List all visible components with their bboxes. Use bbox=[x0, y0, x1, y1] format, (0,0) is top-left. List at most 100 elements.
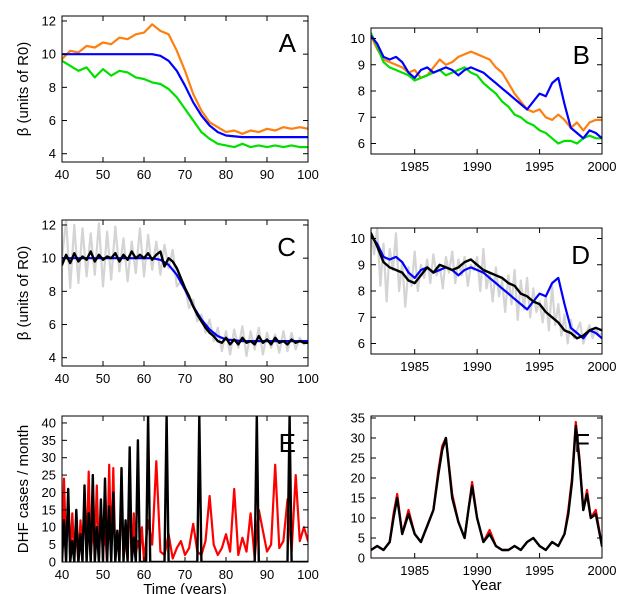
x-tick-label: 70 bbox=[178, 167, 192, 182]
y-tick-label: 9 bbox=[358, 257, 365, 272]
y-tick-label: 0 bbox=[358, 551, 365, 566]
x-tick-label: 100 bbox=[297, 167, 319, 182]
panel-f: 1985 1990 1995 2000 0 5 10 15 20 25 30 35 F Year bbox=[351, 411, 617, 594]
panel-letter: B bbox=[573, 40, 590, 70]
panel-letter: C bbox=[277, 232, 296, 262]
x-tick-label: 40 bbox=[55, 567, 69, 582]
series-line-green bbox=[371, 32, 602, 145]
x-tick-label: 50 bbox=[96, 167, 110, 182]
panel-letter: E bbox=[279, 428, 296, 458]
x-tick-label: 1990 bbox=[463, 159, 492, 174]
x-axis-label: Time (years) bbox=[143, 581, 227, 594]
y-tick-label: 30 bbox=[42, 450, 56, 465]
y-tick-label: 35 bbox=[351, 411, 365, 426]
x-tick-label: 60 bbox=[137, 567, 151, 582]
plot-area bbox=[371, 228, 602, 345]
x-tick-label: 1990 bbox=[463, 359, 492, 374]
x-tick-label: 50 bbox=[96, 371, 110, 386]
x-tick-label: 2000 bbox=[588, 159, 617, 174]
panel-c: 40 50 60 70 80 90 100 4 6 8 10 12 Cβ (units of R0) bbox=[15, 217, 319, 386]
series-line-red bbox=[62, 460, 308, 562]
y-axis-label: β (units of R0) bbox=[15, 246, 32, 341]
y-tick-label: 20 bbox=[351, 471, 365, 486]
panel-letter: D bbox=[571, 240, 590, 270]
x-tick-label: 1985 bbox=[400, 359, 429, 374]
series-line-blue bbox=[371, 34, 602, 140]
x-axis-label: Year bbox=[471, 577, 501, 594]
panel-a: 40 50 60 70 80 90 100 4 6 8 10 12 Aβ (units of R0) bbox=[15, 13, 319, 182]
series-line-green bbox=[62, 59, 308, 149]
x-tick-label: 1985 bbox=[400, 563, 429, 578]
series-line-black bbox=[371, 424, 602, 552]
series-line-black bbox=[62, 250, 308, 346]
y-tick-label: 8 bbox=[358, 284, 365, 299]
x-tick-label: 1995 bbox=[525, 159, 554, 174]
y-tick-label: 8 bbox=[49, 80, 56, 95]
x-tick-label: 60 bbox=[137, 371, 151, 386]
x-tick-label: 1990 bbox=[463, 563, 492, 578]
panel-b: 1985 1990 1995 2000 6 7 8 9 10 B bbox=[351, 27, 617, 174]
panel-letter: A bbox=[279, 28, 297, 58]
x-tick-label: 2000 bbox=[588, 563, 617, 578]
y-axis-label: DHF cases / month bbox=[15, 425, 32, 553]
x-tick-label: 80 bbox=[219, 371, 233, 386]
y-tick-label: 5 bbox=[49, 537, 56, 552]
y-tick-label: 10 bbox=[351, 511, 365, 526]
plot-area bbox=[62, 416, 308, 562]
x-tick-label: 1995 bbox=[525, 359, 554, 374]
series-line-orange bbox=[62, 23, 308, 135]
y-tick-label: 40 bbox=[42, 415, 56, 430]
x-tick-label: 90 bbox=[260, 371, 274, 386]
y-tick-label: 6 bbox=[49, 317, 56, 332]
x-tick-label: 80 bbox=[219, 167, 233, 182]
y-tick-label: 10 bbox=[351, 231, 365, 246]
y-tick-label: 6 bbox=[358, 336, 365, 351]
y-tick-label: 4 bbox=[49, 146, 56, 161]
plot-area bbox=[62, 220, 308, 358]
y-tick-label: 8 bbox=[358, 84, 365, 99]
plot-area bbox=[62, 23, 308, 149]
x-tick-label: 1995 bbox=[525, 563, 554, 578]
series-line-red bbox=[371, 420, 602, 552]
y-tick-label: 25 bbox=[42, 468, 56, 483]
x-tick-label: 70 bbox=[178, 567, 192, 582]
panel-e: 40 50 60 70 80 90 100 0 5 10 15 20 25 30 35 40 E DHF case… bbox=[15, 415, 319, 594]
x-tick-label: 40 bbox=[55, 371, 69, 386]
plot-frame bbox=[61, 15, 309, 163]
y-axis-label: β (units of R0) bbox=[15, 42, 32, 137]
x-tick-label: 90 bbox=[260, 567, 274, 582]
x-tick-label: 70 bbox=[178, 371, 192, 386]
y-tick-label: 10 bbox=[351, 31, 365, 46]
x-tick-label: 90 bbox=[260, 167, 274, 182]
y-tick-label: 15 bbox=[351, 491, 365, 506]
y-tick-label: 10 bbox=[42, 520, 56, 535]
x-tick-label: 60 bbox=[137, 167, 151, 182]
x-tick-label: 100 bbox=[297, 567, 319, 582]
y-tick-label: 12 bbox=[42, 13, 56, 28]
series-line-black bbox=[371, 232, 602, 340]
series-line-blue bbox=[62, 53, 308, 139]
y-tick-label: 5 bbox=[358, 531, 365, 546]
y-tick-label: 12 bbox=[42, 217, 56, 232]
y-tick-label: 25 bbox=[351, 451, 365, 466]
y-tick-label: 10 bbox=[42, 47, 56, 62]
x-tick-label: 80 bbox=[219, 567, 233, 582]
series-line-gray bbox=[371, 228, 602, 345]
x-tick-label: 40 bbox=[55, 167, 69, 182]
y-tick-label: 4 bbox=[49, 350, 56, 365]
x-tick-label: 2000 bbox=[588, 359, 617, 374]
y-tick-label: 30 bbox=[351, 431, 365, 446]
plot-area bbox=[371, 420, 602, 552]
panel-letter: F bbox=[574, 428, 590, 458]
y-tick-label: 8 bbox=[49, 284, 56, 299]
x-tick-label: 1985 bbox=[400, 159, 429, 174]
series-line-black bbox=[62, 416, 308, 562]
series-line-blue bbox=[62, 257, 308, 343]
y-tick-label: 0 bbox=[49, 555, 56, 570]
x-tick-label: 50 bbox=[96, 567, 110, 582]
y-tick-label: 20 bbox=[42, 485, 56, 500]
y-tick-label: 9 bbox=[358, 57, 365, 72]
y-tick-label: 7 bbox=[358, 110, 365, 125]
y-tick-label: 35 bbox=[42, 433, 56, 448]
